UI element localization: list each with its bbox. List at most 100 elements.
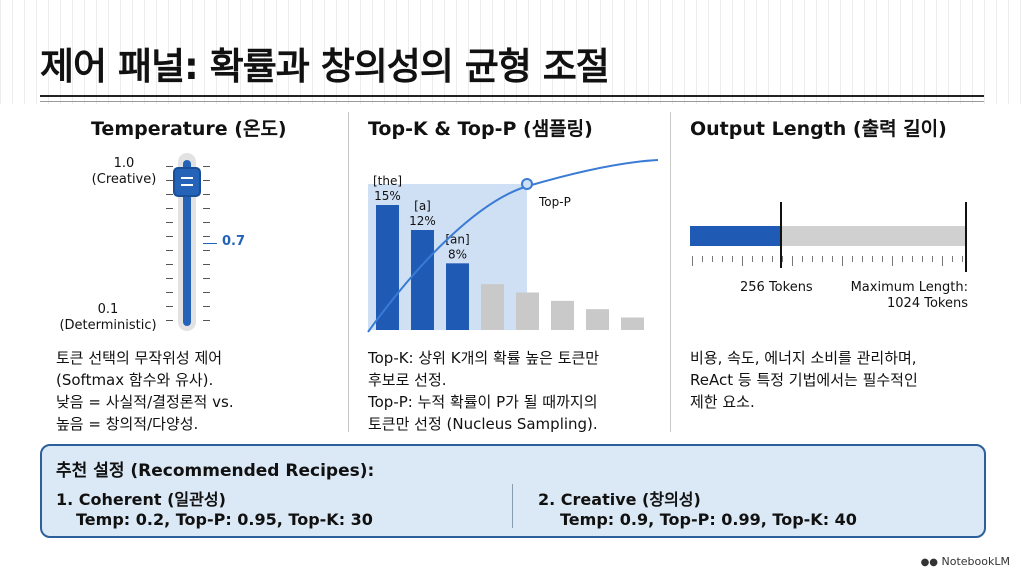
length-tick — [882, 256, 883, 262]
output-length-heading: Output Length (출력 길이) — [690, 118, 947, 140]
slider-tick — [203, 278, 210, 279]
slider-tick — [203, 208, 210, 209]
max-length-marker — [965, 202, 967, 272]
temperature-value: 0.7 — [222, 234, 246, 249]
bar-category-label: [the] — [373, 174, 402, 188]
slider-tick — [166, 250, 173, 251]
title-underline — [40, 95, 984, 97]
bar-4 — [516, 292, 539, 330]
creative-recipe-title: 2. Creative (창의성) — [538, 490, 701, 509]
recipes-heading: 추천 설정 (Recommended Recipes): — [56, 461, 375, 481]
slider-tick — [203, 222, 210, 223]
length-tick — [932, 256, 933, 262]
length-tick — [842, 256, 843, 266]
slider-tick — [203, 166, 210, 167]
column-divider-2 — [670, 112, 671, 432]
length-tick — [822, 256, 823, 262]
length-tick — [862, 256, 863, 262]
length-tick — [712, 256, 713, 262]
length-tick — [692, 256, 693, 266]
slider-tick — [166, 278, 173, 279]
coherent-recipe-params: Temp: 0.2, Top-P: 0.95, Top-K: 30 — [76, 510, 373, 529]
output-length-description: 비용, 속도, 에너지 소비를 관리하며, ReAct 등 특정 기법에서는 필… — [690, 349, 918, 411]
length-tick — [832, 256, 833, 262]
bar-value-label: 8% — [448, 247, 467, 261]
length-tick — [702, 256, 703, 262]
slider-tick — [166, 194, 173, 195]
slider-tick — [166, 306, 173, 307]
length-tick — [942, 256, 943, 266]
length-tick — [872, 256, 873, 262]
temperature-heading: Temperature (온도) — [91, 118, 287, 140]
slider-tick — [203, 320, 210, 321]
bar-0 — [376, 205, 399, 330]
sampling-chart: [the]15% [a]12% [an]8% Top-P — [367, 159, 659, 333]
sampling-heading: Top-K & Top-P (샘플링) — [368, 118, 593, 140]
length-tick — [952, 256, 953, 262]
top-p-marker — [521, 178, 533, 190]
current-length-label: 256 Tokens — [740, 280, 813, 295]
length-tick — [812, 256, 813, 262]
length-tick — [922, 256, 923, 262]
slider-tick — [166, 236, 173, 237]
max-length-label: Maximum Length: 1024 Tokens — [850, 280, 968, 311]
slider-tick — [166, 320, 173, 321]
length-tick — [912, 256, 913, 262]
creative-recipe-params: Temp: 0.9, Top-P: 0.99, Top-K: 40 — [560, 510, 857, 529]
length-tick — [802, 256, 803, 262]
sampling-description: Top-K: 상위 K개의 확률 높은 토큰만 후보로 선정. Top-P: 누… — [368, 349, 600, 433]
length-tick — [762, 256, 763, 262]
temp-top-label: 1.0 (Creative) — [91, 156, 157, 187]
coherent-recipe-title: 1. Coherent (일관성) — [56, 490, 226, 509]
slider-tick — [203, 194, 210, 195]
slider-tick — [203, 180, 210, 181]
temperature-description: 토큰 선택의 무작위성 제어 (Softmax 함수와 유사). 낮음 = 사실… — [56, 349, 234, 433]
output-length-fill — [690, 226, 780, 246]
length-tick — [852, 256, 853, 262]
bar-3 — [481, 284, 504, 330]
title-underline-thin — [40, 101, 984, 102]
bar-category-label: [a] — [414, 199, 431, 213]
bar-7 — [621, 317, 644, 330]
slider-tick — [203, 236, 210, 237]
temperature-slider-fill — [183, 160, 191, 326]
bar-value-label: 15% — [374, 189, 401, 203]
top-p-label: Top-P — [538, 195, 571, 209]
length-tick — [772, 256, 773, 262]
length-tick — [792, 256, 793, 266]
temperature-slider-thumb[interactable] — [173, 167, 201, 197]
current-length-marker — [780, 202, 782, 268]
notebooklm-logo: ●● NotebookLM — [920, 555, 1010, 568]
length-tick — [752, 256, 753, 262]
recipe-divider — [512, 484, 513, 528]
bar-6 — [586, 309, 609, 330]
length-tick — [902, 256, 903, 262]
page-title: 제어 패널: 확률과 창의성의 균형 조절 — [40, 45, 610, 88]
bar-value-label: 12% — [409, 214, 436, 228]
slider-tick — [166, 180, 173, 181]
slider-tick — [203, 264, 210, 265]
bar-1 — [411, 230, 434, 330]
length-tick — [722, 256, 723, 262]
logo-icon: ●● — [920, 557, 939, 568]
slider-tick — [166, 208, 173, 209]
bar-5 — [551, 300, 574, 330]
bar-category-label: [an] — [445, 232, 469, 246]
recommended-recipes-box: 추천 설정 (Recommended Recipes): 1. Coherent… — [40, 444, 986, 538]
length-tick — [892, 256, 893, 266]
temp-value-pointer — [203, 243, 217, 244]
length-tick — [962, 256, 963, 262]
length-tick — [732, 256, 733, 262]
length-tick — [782, 256, 783, 262]
temp-bottom-label: 0.1 (Deterministic) — [59, 302, 157, 333]
length-tick — [742, 256, 743, 266]
bar-2 — [446, 263, 469, 330]
slider-tick — [166, 166, 173, 167]
slider-tick — [166, 264, 173, 265]
slider-tick — [166, 222, 173, 223]
slider-tick — [203, 292, 210, 293]
slider-tick — [166, 292, 173, 293]
slider-tick — [203, 250, 210, 251]
slider-tick — [203, 306, 210, 307]
column-divider-1 — [348, 112, 349, 432]
